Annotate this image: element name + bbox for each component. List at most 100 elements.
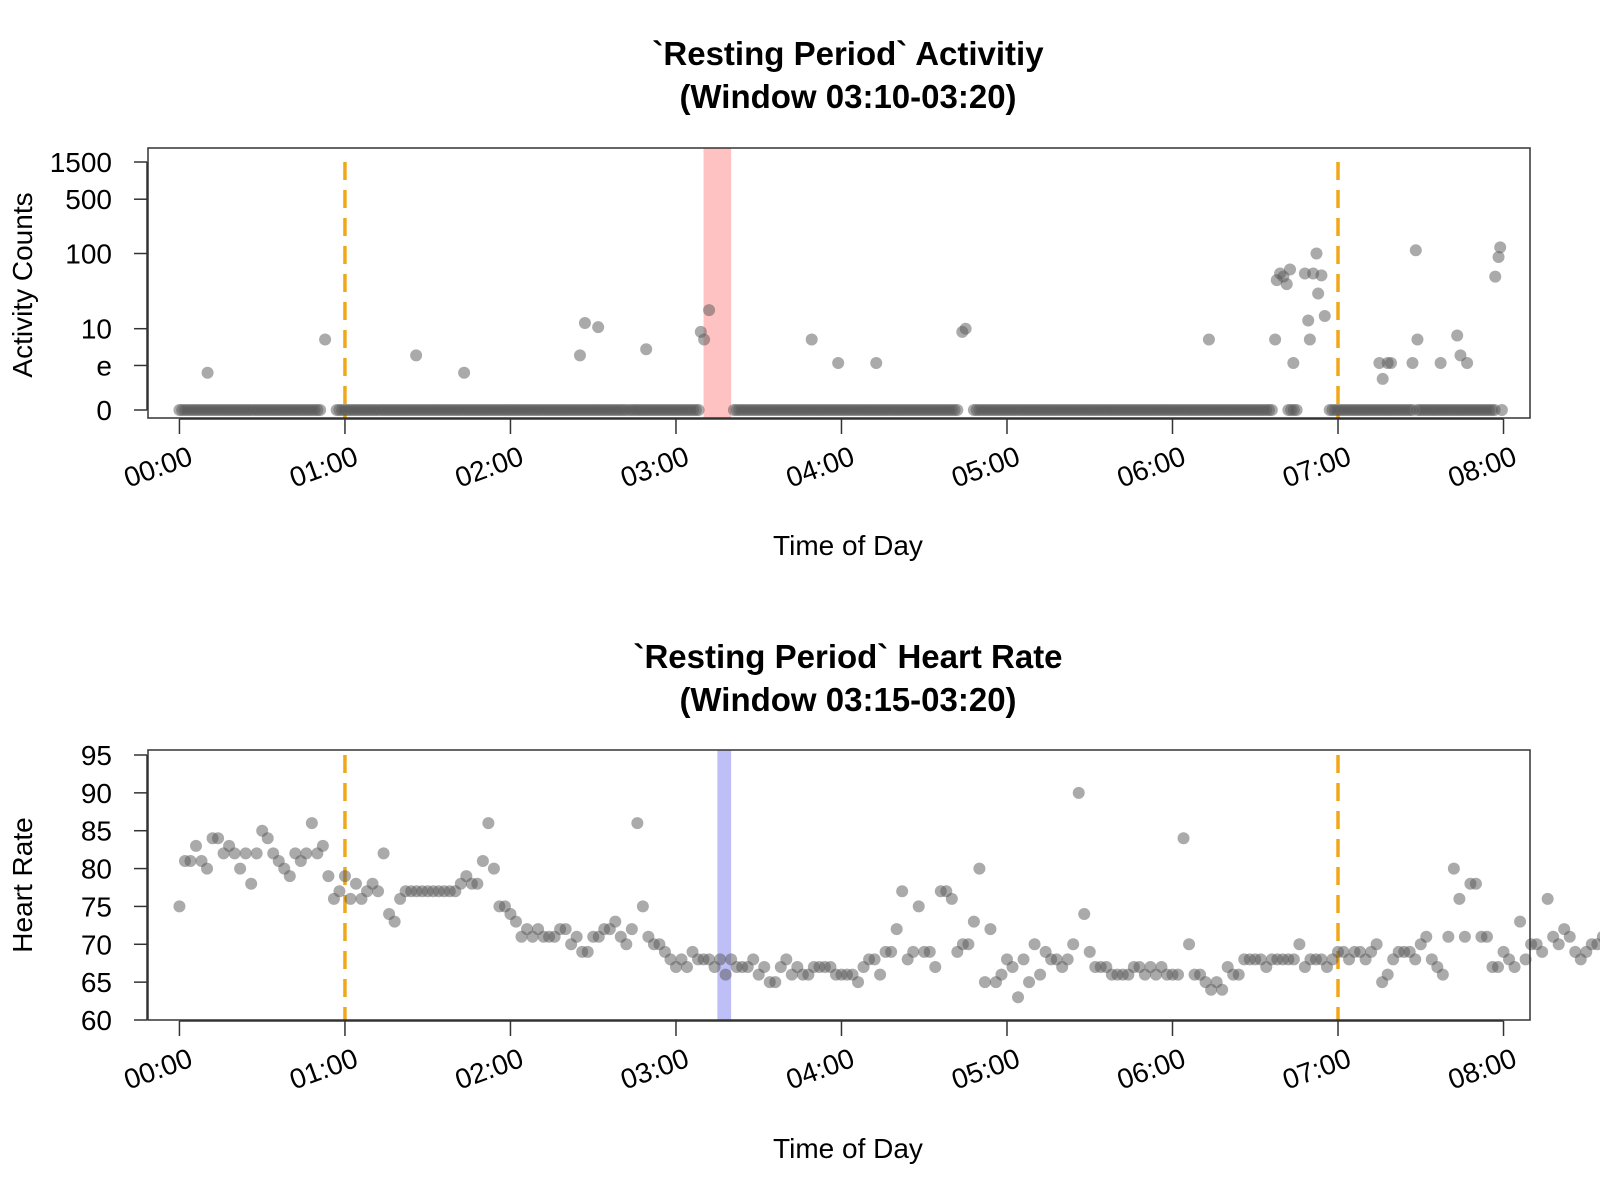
y-tick-label: 1500 (50, 147, 112, 178)
heart-rate-point (1067, 938, 1080, 951)
x-tick-label: 00:00 (120, 440, 196, 493)
heart-rate-point (1232, 968, 1245, 981)
y-tick-label: 60 (81, 1005, 112, 1036)
activity-zero-point (951, 404, 964, 416)
heart-rate-point (1420, 930, 1433, 943)
heart-rate-point (1083, 945, 1096, 958)
heart-rate-point (885, 945, 898, 958)
activity-zero-point (692, 404, 705, 416)
heart-rate-point (283, 870, 296, 883)
heart-rate-point (890, 923, 903, 936)
heart-rate-point (758, 961, 771, 973)
activity-point (832, 356, 845, 369)
heart-rate-x-axis: 00:00 01:00 02:00 03:00 04:00 05:00 06:00 07:00… (120, 1020, 1520, 1095)
x-tick-label: 06:00 (1113, 1042, 1189, 1095)
heart-rate-point (923, 945, 936, 958)
activity-point (1202, 333, 1215, 346)
heart-rate-point (1519, 953, 1532, 966)
x-tick-label: 07:00 (1278, 440, 1354, 493)
heart-rate-point (769, 976, 782, 989)
y-tick-label: 75 (81, 891, 112, 922)
activity-panel: 0 e 10 100 500 1500 00:00 01:00 02:00 03:00 04:00… (7, 35, 1531, 561)
heart-rate-point (868, 953, 881, 966)
heart-rate-point (907, 945, 920, 958)
heart-rate-point (625, 923, 638, 936)
activity-point (319, 333, 332, 346)
heart-rate-point (1381, 968, 1394, 981)
activity-point (410, 349, 423, 362)
heart-rate-point (482, 817, 495, 830)
heart-rate-point (852, 976, 865, 989)
heart-rate-point (912, 900, 925, 913)
heart-rate-point (631, 817, 644, 830)
heart-rate-point (1591, 938, 1600, 951)
heart-rate-point (377, 847, 390, 860)
activity-point (1287, 356, 1300, 369)
heart-rate-point (201, 862, 214, 875)
activity-x-axis-title: Time of Day (773, 530, 923, 561)
heart-rate-point (1293, 938, 1306, 951)
heart-rate-point (1552, 938, 1565, 951)
activity-point (1495, 404, 1508, 416)
activity-chart-title: `Resting Period` Activitiy (652, 35, 1044, 72)
heart-rate-point (1023, 976, 1036, 989)
activity-point (1280, 278, 1293, 291)
x-tick-label: 08:00 (1444, 1042, 1520, 1095)
activity-point (578, 317, 591, 330)
heart-rate-point (620, 938, 633, 951)
activity-point (1318, 309, 1331, 322)
x-tick-label: 08:00 (1444, 440, 1520, 493)
activity-highlight-window (703, 148, 732, 418)
heart-rate-point (1061, 953, 1074, 966)
heart-rate-point (874, 968, 887, 981)
heart-rate-point (978, 976, 991, 989)
activity-point (1310, 247, 1323, 260)
activity-x-axis: 00:00 01:00 02:00 03:00 04:00 05:00 06:00 07:00… (120, 418, 1520, 493)
activity-point (1373, 356, 1386, 369)
heart-rate-point (929, 961, 942, 973)
activity-point (1411, 333, 1424, 346)
heart-rate-point (1536, 945, 1549, 958)
heart-rate-point (714, 953, 727, 966)
y-tick-label: 70 (81, 929, 112, 960)
heart-rate-point (1034, 968, 1047, 981)
heart-rate-point (559, 923, 572, 936)
heart-rate-point (636, 900, 649, 913)
heart-rate-point (1596, 931, 1600, 943)
heart-rate-point (476, 855, 489, 867)
x-tick-label: 00:00 (120, 1042, 196, 1095)
x-tick-label: 03:00 (616, 1042, 692, 1095)
heart-rate-point (305, 817, 318, 830)
activity-point (201, 366, 214, 379)
heart-rate-plot-frame (147, 749, 1531, 1021)
heart-rate-point (780, 953, 793, 966)
heart-rate-point (896, 885, 909, 898)
heart-rate-point (261, 832, 274, 845)
activity-zero-point (1265, 404, 1278, 416)
x-tick-label: 02:00 (451, 440, 527, 493)
heart-rate-point (509, 915, 522, 928)
activity-point (592, 321, 605, 334)
activity-point (1376, 372, 1389, 385)
heart-rate-point (1028, 938, 1041, 951)
activity-point (1284, 263, 1297, 276)
heart-rate-point (1453, 892, 1466, 905)
y-tick-label: 65 (81, 967, 112, 998)
heart-rate-point (322, 870, 335, 883)
heart-rate-point (1177, 832, 1190, 845)
activity-point (458, 366, 471, 379)
heart-rate-point (1480, 930, 1493, 943)
heart-rate-point (344, 892, 357, 905)
heart-rate-point (1492, 961, 1505, 973)
heart-rate-point (333, 885, 346, 898)
heart-rate-point (962, 938, 975, 951)
activity-point (1312, 287, 1325, 300)
heart-rate-point (1287, 953, 1300, 966)
activity-point (1298, 267, 1311, 280)
heart-rate-points (173, 786, 1600, 1004)
x-tick-label: 04:00 (782, 1042, 858, 1095)
heart-rate-point (1436, 968, 1449, 981)
heart-rate-y-axis: 60 65 70 75 80 85 90 95 (81, 740, 148, 1036)
heart-rate-point (173, 900, 186, 913)
